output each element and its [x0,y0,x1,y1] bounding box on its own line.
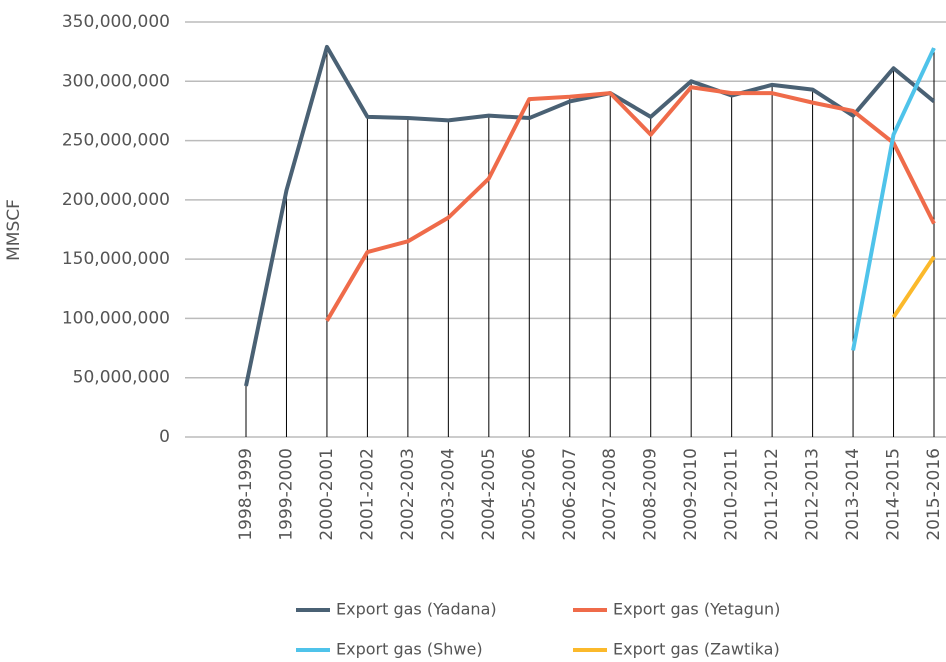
legend-label: Export gas (Yadana) [336,600,497,619]
x-tick-label: 2005-2006 [519,448,539,541]
series-line [891,255,936,319]
x-tick-label: 2007-2008 [600,448,620,541]
x-tick-label: 2012-2013 [803,448,823,541]
x-tick-label: 2002-2003 [398,448,418,541]
y-tick-label: 100,000,000 [62,308,170,328]
x-tick-label: 2011-2012 [762,448,782,541]
y-tick-label: 350,000,000 [62,12,170,32]
series-line [244,44,936,387]
legend-label: Export gas (Yetagun) [613,600,780,619]
y-axis-label: MMSCF [4,199,24,261]
x-tick-label: 2010-2011 [722,448,742,541]
x-tick-label: 1999-2000 [276,448,296,541]
x-tick-label: 2013-2014 [843,448,863,541]
x-tick-label: 2015-2016 [924,448,944,541]
x-tick-label: 2009-2010 [681,448,701,541]
x-tick-label: 2001-2002 [357,448,377,541]
x-tick-label: 2014-2015 [884,448,904,541]
y-tick-label: 150,000,000 [62,249,170,269]
y-tick-label: 50,000,000 [73,368,170,388]
x-tick-label: 2004-2005 [479,448,499,541]
y-tick-label: 0 [159,427,170,447]
x-tick-label: 1998-1999 [236,448,256,541]
y-tick-label: 200,000,000 [62,190,170,210]
series-line [851,47,936,351]
x-tick-label: 2000-2001 [317,448,337,541]
x-tick-label: 2008-2009 [641,448,661,541]
legend-label: Export gas (Shwe) [336,640,483,659]
series-line [325,85,936,322]
x-tick-label: 2003-2004 [438,448,458,541]
y-tick-label: 300,000,000 [62,71,170,91]
y-tick-label: 250,000,000 [62,131,170,151]
x-tick-label: 2006-2007 [560,448,580,541]
legend-label: Export gas (Zawtika) [613,640,780,659]
